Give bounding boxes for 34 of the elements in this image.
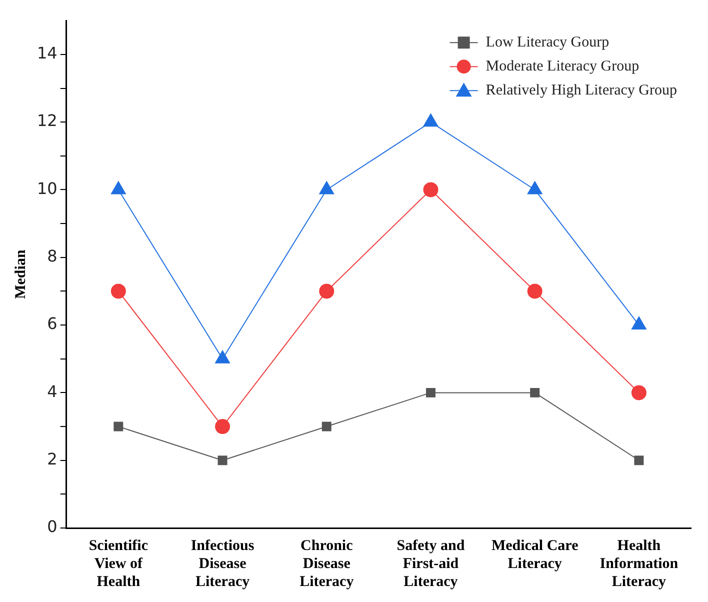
y-tick-label: 8	[47, 246, 58, 266]
point	[634, 456, 644, 466]
point	[426, 388, 436, 398]
point	[632, 316, 646, 330]
y-tick-label: 14	[37, 44, 58, 63]
point	[215, 419, 230, 434]
y-tick-label: 10	[37, 178, 58, 198]
y-tick-label: 6	[47, 314, 58, 334]
point	[110, 181, 126, 194]
point	[110, 284, 126, 299]
point	[322, 422, 332, 432]
x-tick-label: Safety and First-aid Literacy	[396, 538, 466, 590]
point	[114, 422, 124, 432]
x-tick-label: Medical Care Literacy	[491, 538, 579, 572]
x-tick-label: Scientific View of Health	[88, 538, 148, 590]
legend-label: Moderate Literacy Group	[486, 58, 640, 75]
point	[319, 181, 334, 194]
point	[530, 388, 540, 398]
point	[423, 114, 438, 127]
point	[631, 385, 646, 400]
point	[218, 456, 228, 466]
y-axis-title: Median	[12, 249, 29, 299]
x-tick-label: Infectious Disease Literacy	[190, 538, 254, 590]
y-tick-label: 12	[37, 111, 58, 130]
point	[527, 284, 542, 299]
x-tick-label: Health Information Literacy	[600, 538, 679, 590]
point	[319, 284, 334, 299]
y-tick-label: 0	[47, 517, 58, 536]
point	[527, 181, 542, 194]
y-tick-label: 2	[47, 450, 58, 469]
legend-label: Relatively High Literacy Group	[486, 82, 678, 99]
legend-label: Low Literacy Gourp	[486, 34, 610, 51]
y-tick-label: 4	[47, 382, 58, 401]
x-tick-label: Chronic Disease Literacy	[300, 538, 354, 590]
